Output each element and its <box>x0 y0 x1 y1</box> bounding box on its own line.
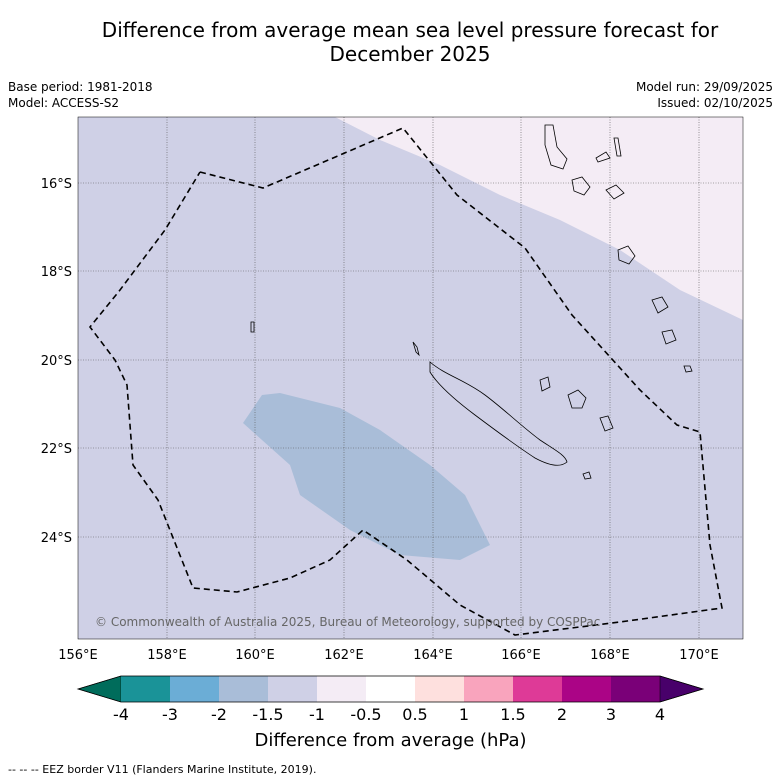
colorbar-segment-2 <box>170 676 219 702</box>
anomaly-region-northeast <box>335 117 743 320</box>
colorbar-tick: 4 <box>654 705 666 724</box>
coastline-maewo <box>613 137 622 157</box>
lat-label-22s: 22°S <box>41 442 72 457</box>
eez-border <box>88 127 723 636</box>
colorbar-ticks: -4 -3 -2 -1.5 -1 -0.5 0.5 1 1.5 2 3 4 <box>0 705 781 725</box>
colorbar-tick: 1.5 <box>500 705 526 724</box>
colorbar-segment-3 <box>219 676 268 702</box>
graticule <box>78 117 743 639</box>
coastline-erromango <box>651 296 669 314</box>
colorbar-segment-5 <box>317 676 366 702</box>
colorbar-segment-9 <box>513 676 562 702</box>
lon-label-170e: 170°E <box>679 648 719 663</box>
lat-label-16s: 16°S <box>41 177 72 192</box>
colorbar-segment-4 <box>268 676 317 702</box>
colorbar-tick: 1 <box>458 705 470 724</box>
coastline-aneityum <box>683 365 693 373</box>
colorbar-segment-8 <box>464 676 513 702</box>
coastline-lifou <box>567 389 587 409</box>
lat-label-24s: 24°S <box>41 531 72 546</box>
colorbar-tick: -3 <box>162 705 178 724</box>
colorbar-tick: -2 <box>211 705 227 724</box>
lon-label-160e: 160°E <box>235 648 275 663</box>
attribution-text: © Commonwealth of Australia 2025, Bureau… <box>95 615 600 629</box>
anomaly-region-south <box>243 393 490 560</box>
title-line-2: December 2025 <box>329 42 491 66</box>
coastlines <box>250 124 693 480</box>
lon-label-166e: 166°E <box>501 648 541 663</box>
model-name: Model: ACCESS-S2 <box>8 96 120 110</box>
colorbar-tick: -4 <box>113 705 129 724</box>
lon-label-162e: 162°E <box>324 648 364 663</box>
coastline-efate <box>617 245 636 265</box>
lon-label-164e: 164°E <box>413 648 453 663</box>
colorbar-tick: -1 <box>309 705 325 724</box>
coastline-new-caledonia <box>429 361 568 466</box>
colorbar-tick: 0.5 <box>402 705 428 724</box>
chart-title: Difference from average mean sea level p… <box>40 18 780 66</box>
axis-labels: 156°E 158°E 160°E 162°E 164°E 166°E 168°… <box>41 177 719 663</box>
colorbar-tick: -0.5 <box>350 705 382 724</box>
map-area: © Commonwealth of Australia 2025, Bureau… <box>78 117 743 639</box>
colorbar <box>76 675 705 703</box>
colorbar-tick: 2 <box>556 705 568 724</box>
colorbar-segment-11 <box>611 676 660 702</box>
model-run-date: Model run: 29/09/2025 <box>635 80 773 94</box>
coastline-ambae <box>595 151 611 163</box>
coastline-tanna <box>661 329 677 345</box>
colorbar-tick: -1.5 <box>252 705 284 724</box>
coastline-chesterfield-islands <box>250 321 255 333</box>
issued-date: Issued: 02/10/2025 <box>657 96 773 110</box>
colorbar-segment-10 <box>562 676 611 702</box>
coastline-ouvea <box>539 376 551 392</box>
colorbar-tick: 3 <box>605 705 617 724</box>
colorbar-segment-7 <box>415 676 464 702</box>
lon-label-158e: 158°E <box>147 648 187 663</box>
base-period: Base period: 1981-2018 <box>8 80 153 94</box>
coastline-isle-of-pines <box>582 471 592 480</box>
colorbar-outline <box>76 675 705 703</box>
coastline-espiritu-santo <box>544 124 568 170</box>
lon-label-156e: 156°E <box>58 648 98 663</box>
model-info: Base period: 1981-2018 Model: ACCESS-S2 <box>8 79 153 111</box>
map-frame <box>77 116 744 640</box>
coastline-malakula <box>571 176 591 196</box>
colorbar-label: Difference from average (hPa) <box>254 730 527 751</box>
lat-label-20s: 20°S <box>41 354 72 369</box>
lat-label-18s: 18°S <box>41 265 72 280</box>
coastline-mare <box>599 415 614 432</box>
colorbar-low-extension <box>77 675 122 703</box>
title-line-1: Difference from average mean sea level p… <box>101 18 719 42</box>
colorbar-segment-6 <box>366 676 415 702</box>
run-info: Model run: 29/09/2025 Issued: 02/10/2025 <box>636 79 773 111</box>
coastline-pentecost-ambrym <box>605 184 625 200</box>
lon-label-168e: 168°E <box>590 648 630 663</box>
colorbar-high-extension <box>659 675 704 703</box>
colorbar-segment-1 <box>121 676 170 702</box>
coastline-belep-islands <box>412 341 420 357</box>
footer-legend: -- -- -- EEZ border V11 (Flanders Marine… <box>8 763 317 776</box>
